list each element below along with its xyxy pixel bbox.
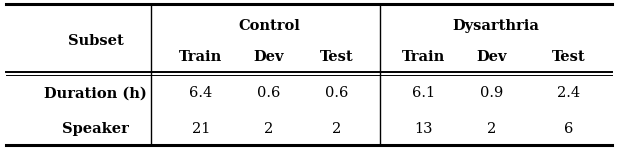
Text: Dev: Dev (476, 50, 507, 64)
Text: 2: 2 (265, 122, 273, 136)
Text: 0.6: 0.6 (257, 86, 281, 100)
Text: 6.1: 6.1 (412, 86, 435, 100)
Text: 6: 6 (564, 122, 574, 136)
Text: 2: 2 (487, 122, 496, 136)
Text: 2: 2 (332, 122, 341, 136)
Text: 2.4: 2.4 (557, 86, 580, 100)
Text: Test: Test (320, 50, 353, 64)
Text: Dev: Dev (253, 50, 284, 64)
Text: Train: Train (402, 50, 445, 64)
Text: Train: Train (179, 50, 222, 64)
Text: Test: Test (552, 50, 585, 64)
Text: Dysarthria: Dysarthria (452, 19, 540, 33)
Text: Speaker: Speaker (62, 122, 129, 136)
Text: 0.6: 0.6 (325, 86, 349, 100)
Text: 6.4: 6.4 (189, 86, 213, 100)
Text: Subset: Subset (68, 34, 124, 48)
Text: 21: 21 (192, 122, 210, 136)
Text: Duration (h): Duration (h) (44, 86, 147, 100)
Text: 0.9: 0.9 (480, 86, 503, 100)
Text: 13: 13 (414, 122, 433, 136)
Text: Control: Control (238, 19, 300, 33)
